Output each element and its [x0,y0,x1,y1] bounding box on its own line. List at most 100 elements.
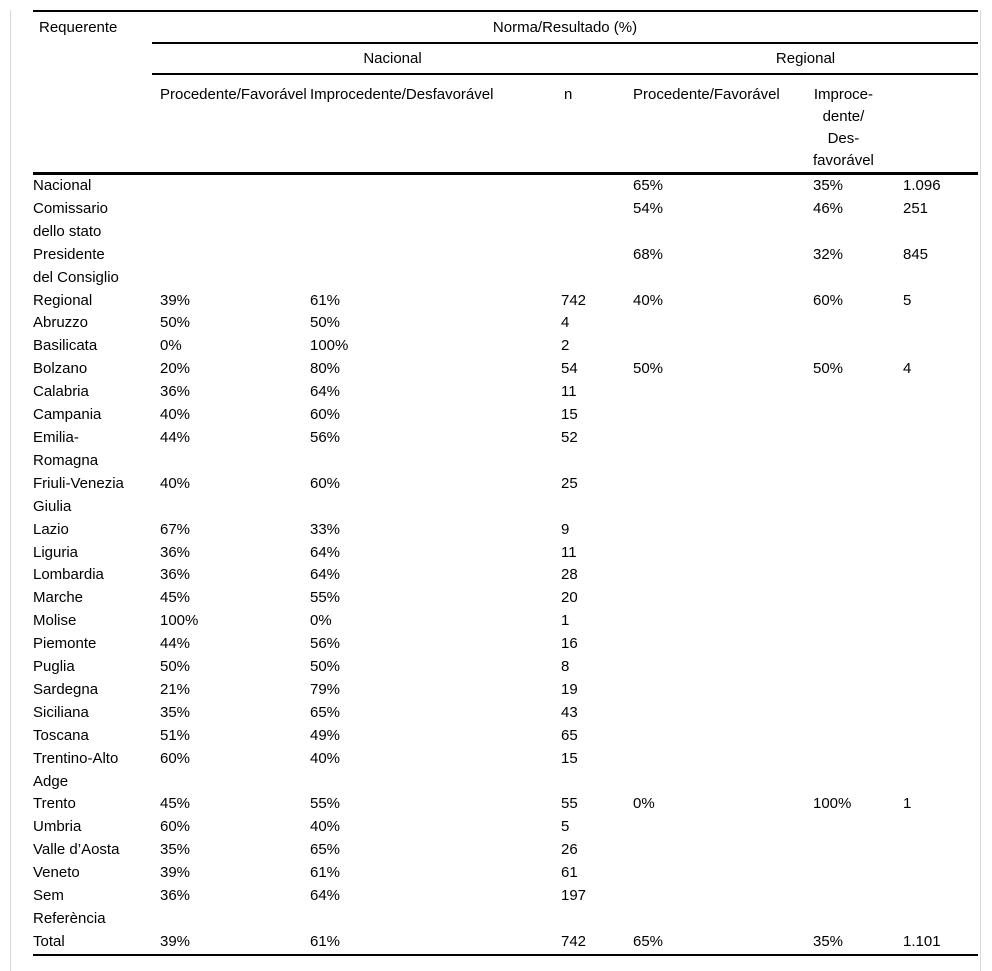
data-cell-regional-desfavoravel: 35% [813,932,844,950]
corner-header: Requerente [39,19,118,36]
table-header: Requerente Norma/Resultado (%) Nacional … [33,11,979,174]
row-label: Friuli-Venezia Giulia [33,474,124,515]
data-cell-regional-favoravel [633,610,813,633]
data-cell-nacional-favoravel: 35% [160,703,191,721]
data-cell-nacional-n: 26 [561,841,578,859]
row-label: Toscana [33,726,89,744]
data-cell-regional-desfavoravel: 35% [813,171,903,198]
data-cell-nacional-favoravel: 36% [160,383,191,401]
data-cell-nacional-desfavoravel: 64% [310,566,341,584]
data-cell-nacional-favoravel: 39% [160,864,191,882]
data-cell-nacional-favoravel: 36% [160,566,191,584]
data-cell-nacional-n: 55 [561,795,578,813]
data-cell-nacional-desfavoravel: 65% [310,841,341,859]
data-cell-regional-desfavoravel [813,839,903,862]
data-cell-regional-n [903,404,978,427]
table-row: Puglia 50% 50% 8 [33,656,978,679]
data-cell-regional-favoravel [633,656,813,679]
table-row: Molise 100% 0% 1 [33,610,978,633]
data-cell-regional-n [903,427,978,473]
data-cell-regional-desfavoravel [813,610,903,633]
group-header-regional: Regional [633,43,979,75]
data-cell-nacional-favoravel: 36% [160,543,191,561]
data-cell-nacional-desfavoravel: 80% [310,360,341,378]
data-cell-nacional-favoravel: 51% [160,726,191,744]
data-cell-regional-desfavoravel [813,725,903,748]
data-cell-nacional-n: 52 [561,428,578,446]
table-row: Veneto 39% 61% 61 [33,862,978,885]
table-row: Friuli-Venezia Giulia 40% 60% 25 [33,473,978,519]
data-cell-nacional-desfavoravel [310,171,561,198]
data-cell-nacional-desfavoravel: 61% [310,864,341,882]
table-row: Trento 45% 55% 55 0% 100% 1 [33,793,978,816]
data-cell-regional-desfavoravel: 32% [813,245,844,263]
data-cell-regional-favoravel [633,542,813,565]
data-cell-nacional-n: 25 [561,474,578,492]
data-cell-regional-n [903,312,978,335]
table-row: Liguria 36% 64% 11 [33,542,978,565]
data-cell-regional-desfavoravel [813,633,903,656]
data-cell-nacional-desfavoravel: 61% [310,932,341,950]
data-cell-regional-favoravel: 40% [633,291,664,309]
data-cell-regional-n [903,633,978,656]
data-cell-regional-n: 845 [903,245,929,263]
data-cell-regional-favoravel: 54% [633,199,664,217]
column-header-regional-n [903,74,978,174]
row-label: Total [33,932,65,950]
table-row: Total 39% 61% 742 65% 35% 1.101 [33,931,978,955]
table-row: Campania 40% 60% 15 [33,404,978,427]
data-cell-regional-n: 1 [903,795,912,813]
data-cell-regional-n [903,839,978,862]
data-cell-regional-favoravel [633,748,813,794]
data-cell-nacional-favoravel: 21% [160,680,191,698]
data-cell-nacional-favoravel: 67% [160,520,191,538]
data-cell-nacional-n: 20 [561,589,578,607]
column-header-regional-desfavoravel-text: Improce- dente/ Des- favorável [813,86,874,169]
data-cell-nacional-desfavoravel: 40% [310,818,341,836]
data-cell-regional-favoravel [633,381,813,404]
data-cell-regional-n [903,519,978,542]
row-label: Nacional [33,171,152,198]
table-row: Toscana 51% 49% 65 [33,725,978,748]
data-cell-nacional-favoravel [152,171,310,198]
data-cell-regional-n [903,679,978,702]
data-cell-regional-favoravel [633,885,813,931]
data-cell-nacional-n [561,198,633,244]
data-cell-nacional-desfavoravel: 60% [310,406,341,424]
data-cell-nacional-n: 16 [561,635,578,653]
data-cell-nacional-desfavoravel: 56% [310,635,341,653]
data-cell-nacional-desfavoravel: 40% [310,749,341,767]
data-cell-nacional-n: 2 [561,337,570,355]
data-cell-nacional-desfavoravel: 49% [310,726,341,744]
column-header-nacional-n: n [564,86,573,103]
table-row: Umbria 60% 40% 5 [33,816,978,839]
data-cell-nacional-desfavoravel: 64% [310,383,341,401]
data-cell-nacional-desfavoravel: 64% [310,887,341,905]
data-cell-nacional-n: 8 [561,658,570,676]
data-cell-regional-n [903,473,978,519]
column-header-nacional-desfavoravel: Improcedente/Desfavorável [310,86,494,103]
data-cell-regional-desfavoravel: 100% [813,795,852,813]
data-cell-regional-favoravel [633,335,813,358]
data-cell-nacional-desfavoravel: 55% [310,795,341,813]
data-cell-regional-n [903,381,978,404]
table-row: Lazio 67% 33% 9 [33,519,978,542]
table-row: Sem Referència 36% 64% 197 [33,885,978,931]
table-row: Marche 45% 55% 20 [33,587,978,610]
data-cell-nacional-n: 19 [561,680,578,698]
data-cell-regional-desfavoravel [813,702,903,725]
data-cell-regional-n [903,725,978,748]
data-cell-nacional-desfavoravel: 61% [310,291,341,309]
results-table: Requerente Norma/Resultado (%) Nacional … [33,10,979,956]
column-header-regional-desfavoravel: Improce- dente/ Des- favorável [813,74,903,174]
row-label: Bolzano [33,360,88,378]
data-cell-nacional-desfavoravel: 65% [310,703,341,721]
data-cell-nacional-desfavoravel [310,198,561,244]
row-label: Valle d’Aosta [33,841,120,859]
data-cell-regional-favoravel: 65% [633,171,813,198]
data-cell-regional-desfavoravel [813,885,903,931]
header-row-groups: Nacional Regional [33,43,979,75]
data-cell-regional-desfavoravel [813,519,903,542]
data-cell-nacional-n: 1 [561,612,570,630]
row-label: Veneto [33,864,80,882]
